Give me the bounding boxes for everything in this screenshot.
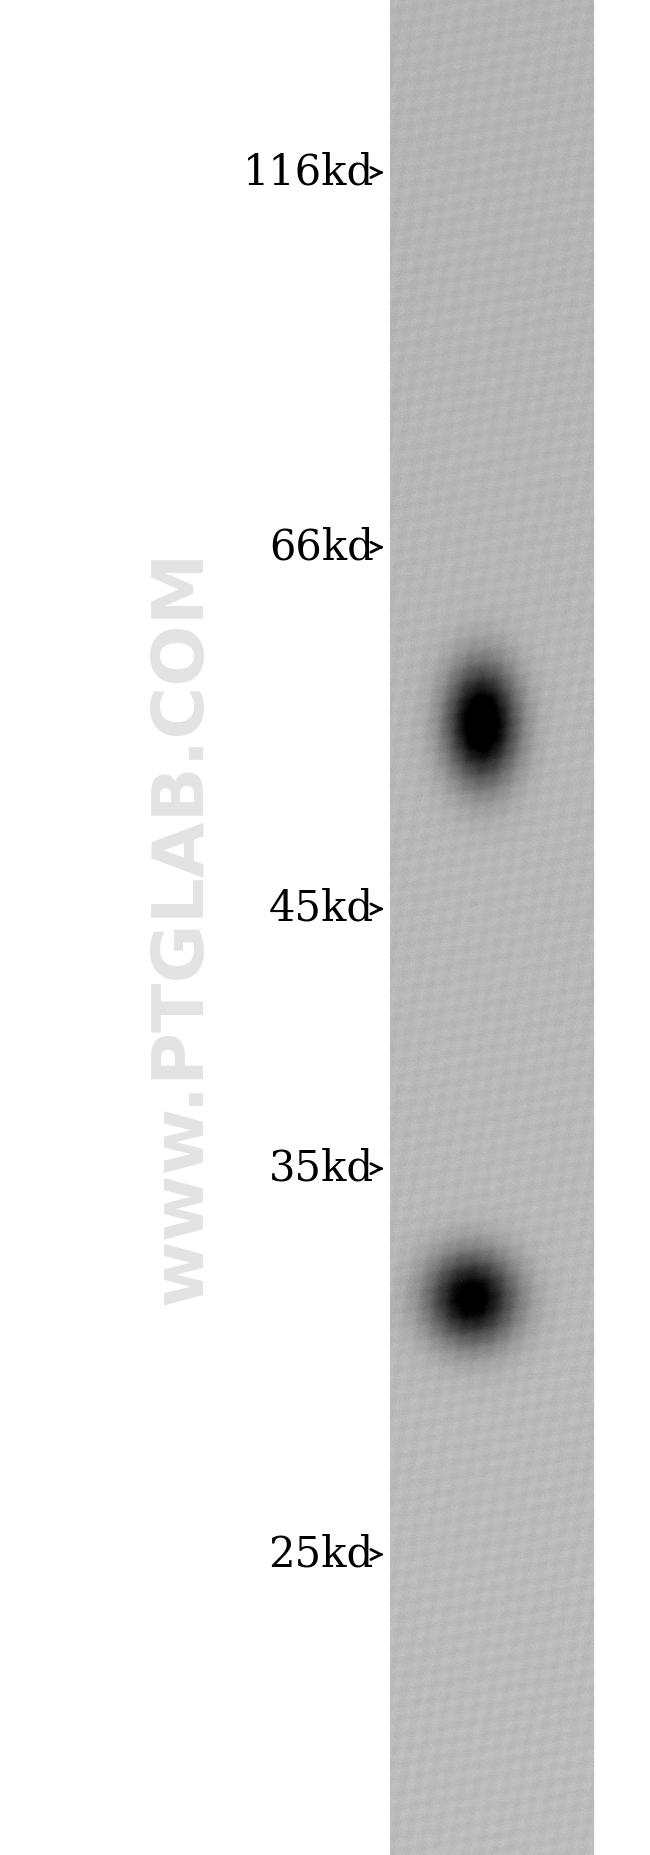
Text: 35kd: 35kd <box>268 1148 374 1189</box>
Text: 25kd: 25kd <box>268 1534 374 1575</box>
Text: 66kd: 66kd <box>269 527 374 568</box>
Text: www.PTGLAB.COM: www.PTGLAB.COM <box>148 549 216 1306</box>
Text: 45kd: 45kd <box>268 889 374 929</box>
Text: 116kd: 116kd <box>242 152 374 193</box>
